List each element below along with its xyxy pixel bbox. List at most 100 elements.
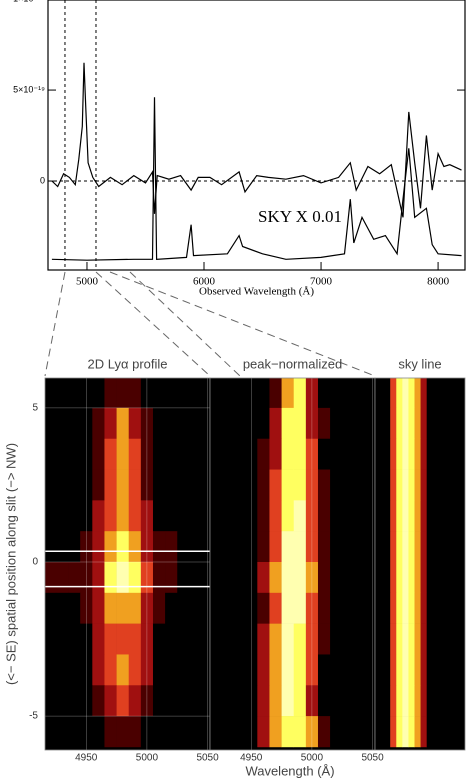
- heat-cell: [104, 500, 117, 532]
- heat-cell: [342, 531, 355, 563]
- heat-cell: [342, 592, 355, 624]
- heatmap: [45, 378, 210, 750]
- heat-cell: [293, 407, 307, 440]
- heat-cell: [281, 654, 295, 686]
- heat-cell: [420, 500, 427, 532]
- heat-cell: [165, 378, 178, 409]
- heat-cell: [457, 716, 464, 748]
- heat-cell: [444, 378, 452, 409]
- heat-cell: [210, 623, 222, 655]
- heat-cell: [55, 592, 69, 624]
- heat-cell: [426, 407, 434, 440]
- heat-cell: [201, 623, 210, 655]
- heat-cell: [177, 685, 190, 717]
- heat-cell: [177, 500, 190, 532]
- heat-cell: [457, 685, 464, 717]
- heat-cell: [408, 407, 415, 440]
- heat-cell: [128, 623, 142, 655]
- heat-cell: [438, 716, 446, 748]
- heat-cell: [438, 685, 446, 717]
- heat-cell: [451, 469, 458, 501]
- heat-cell: [402, 685, 409, 717]
- heat-cell: [366, 531, 375, 563]
- heat-cell: [366, 561, 375, 594]
- heat-cell: [402, 378, 409, 409]
- heat-cell: [68, 531, 81, 563]
- heat-cell: [414, 407, 421, 440]
- heat-cell: [438, 500, 446, 532]
- heat-cell: [220, 561, 234, 594]
- heat-cell: [92, 438, 105, 470]
- heat-cell: [104, 561, 117, 594]
- heat-cell: [378, 623, 385, 655]
- heat-cell: [451, 438, 458, 470]
- heat-cell: [330, 654, 343, 686]
- heat-cell: [384, 531, 391, 563]
- heat-cell: [152, 716, 166, 748]
- heat-cell: [457, 500, 464, 532]
- heat-cell: [233, 378, 246, 409]
- heat-cell: [444, 407, 452, 440]
- heat-cell: [354, 716, 367, 748]
- heat-cell: [438, 654, 446, 686]
- heat-cell: [152, 623, 166, 655]
- heat-cell: [432, 531, 440, 563]
- heat-cell: [55, 623, 69, 655]
- heat-cell: [330, 561, 343, 594]
- heat-cell: [444, 623, 452, 655]
- heat-cell: [414, 685, 421, 717]
- heat-cell: [390, 623, 397, 655]
- heat-cell: [68, 438, 81, 470]
- heat-cell: [92, 654, 105, 686]
- heat-cell: [116, 561, 130, 594]
- heat-cell: [116, 469, 130, 501]
- heat-cell: [390, 716, 397, 748]
- connector: [109, 271, 376, 377]
- heat-cell: [438, 531, 446, 563]
- heat-cell: [366, 438, 375, 470]
- heat-cell: [152, 531, 166, 563]
- heat-cell: [354, 531, 367, 563]
- heat-cell: [384, 469, 391, 501]
- heat-cell: [317, 561, 331, 594]
- heat-cell: [189, 654, 202, 686]
- heat-cell: [432, 623, 440, 655]
- heat-cell: [220, 469, 234, 501]
- heat-cell: [414, 500, 421, 532]
- heat-cell: [451, 500, 458, 532]
- heat-cell: [45, 407, 57, 440]
- heat-cell: [396, 531, 403, 563]
- heat-cell: [68, 716, 81, 748]
- heat-cell: [189, 592, 202, 624]
- heat-cell: [68, 378, 81, 409]
- heat-cell: [177, 654, 190, 686]
- heat-cell: [420, 592, 427, 624]
- heat-cell: [408, 561, 415, 594]
- heat-cell: [68, 561, 81, 594]
- heat-cell: [116, 716, 130, 748]
- heat-cell: [396, 685, 403, 717]
- heat-cell: [116, 531, 130, 563]
- heat-cell: [128, 378, 142, 409]
- heat-cell: [432, 685, 440, 717]
- heat-cell: [210, 378, 222, 409]
- heat-cell: [68, 500, 81, 532]
- heat-cell: [165, 500, 178, 532]
- heat-cell: [426, 469, 434, 501]
- heat-cell: [402, 654, 409, 686]
- heat-cell: [414, 623, 421, 655]
- heat-cell: [220, 654, 234, 686]
- heat-cell: [177, 407, 190, 440]
- heat-cell: [354, 654, 367, 686]
- heat-cell: [330, 623, 343, 655]
- heat-cell: [408, 531, 415, 563]
- heat-cell: [152, 378, 166, 409]
- heat-cell: [414, 561, 421, 594]
- heat-cell: [451, 623, 458, 655]
- heat-cell: [426, 561, 434, 594]
- heat-cell: [210, 716, 222, 748]
- heat-cell: [45, 469, 57, 501]
- heat-cell: [444, 469, 452, 501]
- heat-cell: [104, 469, 117, 501]
- panel-frame: [374, 377, 466, 751]
